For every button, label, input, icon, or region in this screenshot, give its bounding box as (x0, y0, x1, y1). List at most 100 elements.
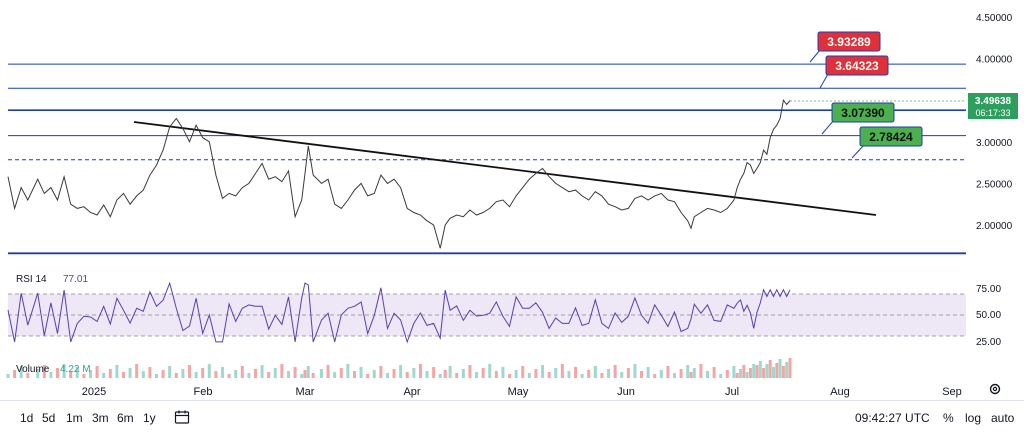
volume-bar (752, 364, 756, 378)
volume-bar (600, 373, 604, 378)
volume-bar (372, 370, 376, 378)
timeframe-1m[interactable]: 1m (66, 411, 83, 425)
volume-bar (306, 366, 310, 378)
annotation-label: 3.07390 (841, 106, 885, 120)
volume-bar (392, 369, 396, 378)
volume-bar (673, 373, 677, 378)
volume-bar (686, 365, 690, 378)
current-price-box (968, 93, 1018, 119)
annotation-3.93289[interactable]: 3.93289 (809, 31, 881, 63)
volume-bar (267, 372, 271, 378)
auto-toggle[interactable]: auto (991, 411, 1015, 425)
volume-bar (75, 367, 79, 378)
annotation-3.64323[interactable]: 3.64323 (819, 55, 889, 89)
volume-bar (326, 365, 330, 378)
volume-bar (758, 361, 762, 378)
volume-bar (640, 371, 644, 378)
volume-bar (311, 373, 315, 378)
price-tick-label: 2.50000 (976, 179, 1013, 190)
volume-bar (666, 366, 670, 378)
volume-bar (461, 369, 465, 378)
volume-bar (26, 373, 30, 378)
timeframe-1d[interactable]: 1d (20, 411, 34, 425)
calendar-icon[interactable] (174, 409, 190, 425)
volume-bar (748, 368, 752, 378)
rsi-label: RSI 14 (16, 274, 47, 285)
volume-bar (121, 372, 125, 378)
callout-box (831, 102, 895, 123)
volume-bar (593, 366, 597, 378)
volume-bar (547, 372, 551, 378)
volume-pane[interactable]: Volume 4.22 M (6, 358, 792, 378)
annotation-3.07390[interactable]: 3.07390 (821, 102, 895, 135)
volume-bar (762, 368, 766, 378)
volume-bar (712, 367, 716, 378)
volume-bar (260, 365, 264, 378)
volume-bar (574, 367, 578, 378)
volume-bar (646, 367, 650, 378)
volume-bar (778, 359, 782, 378)
volume-bar (719, 374, 723, 378)
timeframe-1y[interactable]: 1y (143, 411, 156, 425)
volume-bar (739, 369, 743, 378)
volume-bar (49, 372, 53, 378)
rsi-pane[interactable]: 75.00 50.00 25.00 RSI 14 77.01 (7, 274, 1001, 348)
volume-bar (620, 372, 624, 378)
callout-box (825, 55, 889, 76)
volume-bar (432, 367, 436, 378)
volume-bar (725, 370, 729, 378)
trendline (133, 121, 877, 216)
current-price-label: 3.49638 06:17:33 (968, 93, 1018, 119)
rsi-series-line (7, 281, 791, 344)
timeframe-5d[interactable]: 5d (42, 411, 56, 425)
volume-bar (300, 374, 304, 378)
volume-bar (679, 369, 683, 378)
volume-bar (234, 370, 238, 378)
percent-toggle[interactable]: % (943, 411, 954, 425)
timeframe-3m[interactable]: 3m (92, 411, 109, 425)
volume-bar (207, 364, 211, 378)
volume-bar (699, 364, 703, 378)
volume-bar (174, 373, 178, 378)
volume-bar (333, 372, 337, 378)
volume-bar (488, 364, 492, 378)
volume-bar (626, 368, 630, 378)
volume-bar (385, 373, 389, 378)
volume-bar (775, 363, 779, 378)
volume-bar (755, 365, 759, 378)
volume-bar (201, 368, 205, 378)
rsi-tick-25: 25.00 (976, 337, 1001, 348)
time-tick-label: Feb (194, 386, 213, 398)
volume-bar (785, 362, 789, 378)
volume-bar (303, 370, 307, 378)
utc-clock[interactable]: 09:42:27 UTC (855, 411, 930, 425)
volume-bar (187, 365, 191, 378)
volume-bar (494, 371, 498, 378)
volume-bar (732, 366, 736, 378)
timeframe-6m[interactable]: 6m (117, 411, 134, 425)
time-tick-label: Mar (296, 386, 315, 398)
volume-bar (69, 371, 73, 378)
volume-bar (154, 374, 158, 378)
time-tick-label: Jul (725, 386, 739, 398)
volume-bar (448, 366, 452, 378)
annotation-label: 2.78424 (869, 130, 913, 144)
callout-pointer (819, 73, 829, 89)
volume-bar (418, 364, 422, 378)
gear-icon[interactable] (988, 382, 1002, 396)
time-axis: 2025 Feb Mar Apr May Jun Jul Aug Sep (82, 386, 962, 398)
log-toggle[interactable]: log (965, 411, 982, 425)
time-tick-label: Sep (942, 386, 962, 398)
volume-bar (514, 370, 518, 378)
volume-bar (765, 364, 769, 378)
rsi-tick-50: 50.00 (976, 310, 1001, 321)
volume-bar (36, 369, 40, 378)
volume-bar (587, 370, 591, 378)
annotation-2.78424[interactable]: 2.78424 (851, 126, 923, 159)
current-price-value: 3.49638 (975, 96, 1012, 107)
callout-box (859, 126, 923, 147)
price-chart[interactable]: 4.500004.000003.500003.000002.500002.000… (0, 0, 1024, 400)
volume-bar (128, 368, 132, 378)
time-tick-label: Jun (617, 386, 635, 398)
